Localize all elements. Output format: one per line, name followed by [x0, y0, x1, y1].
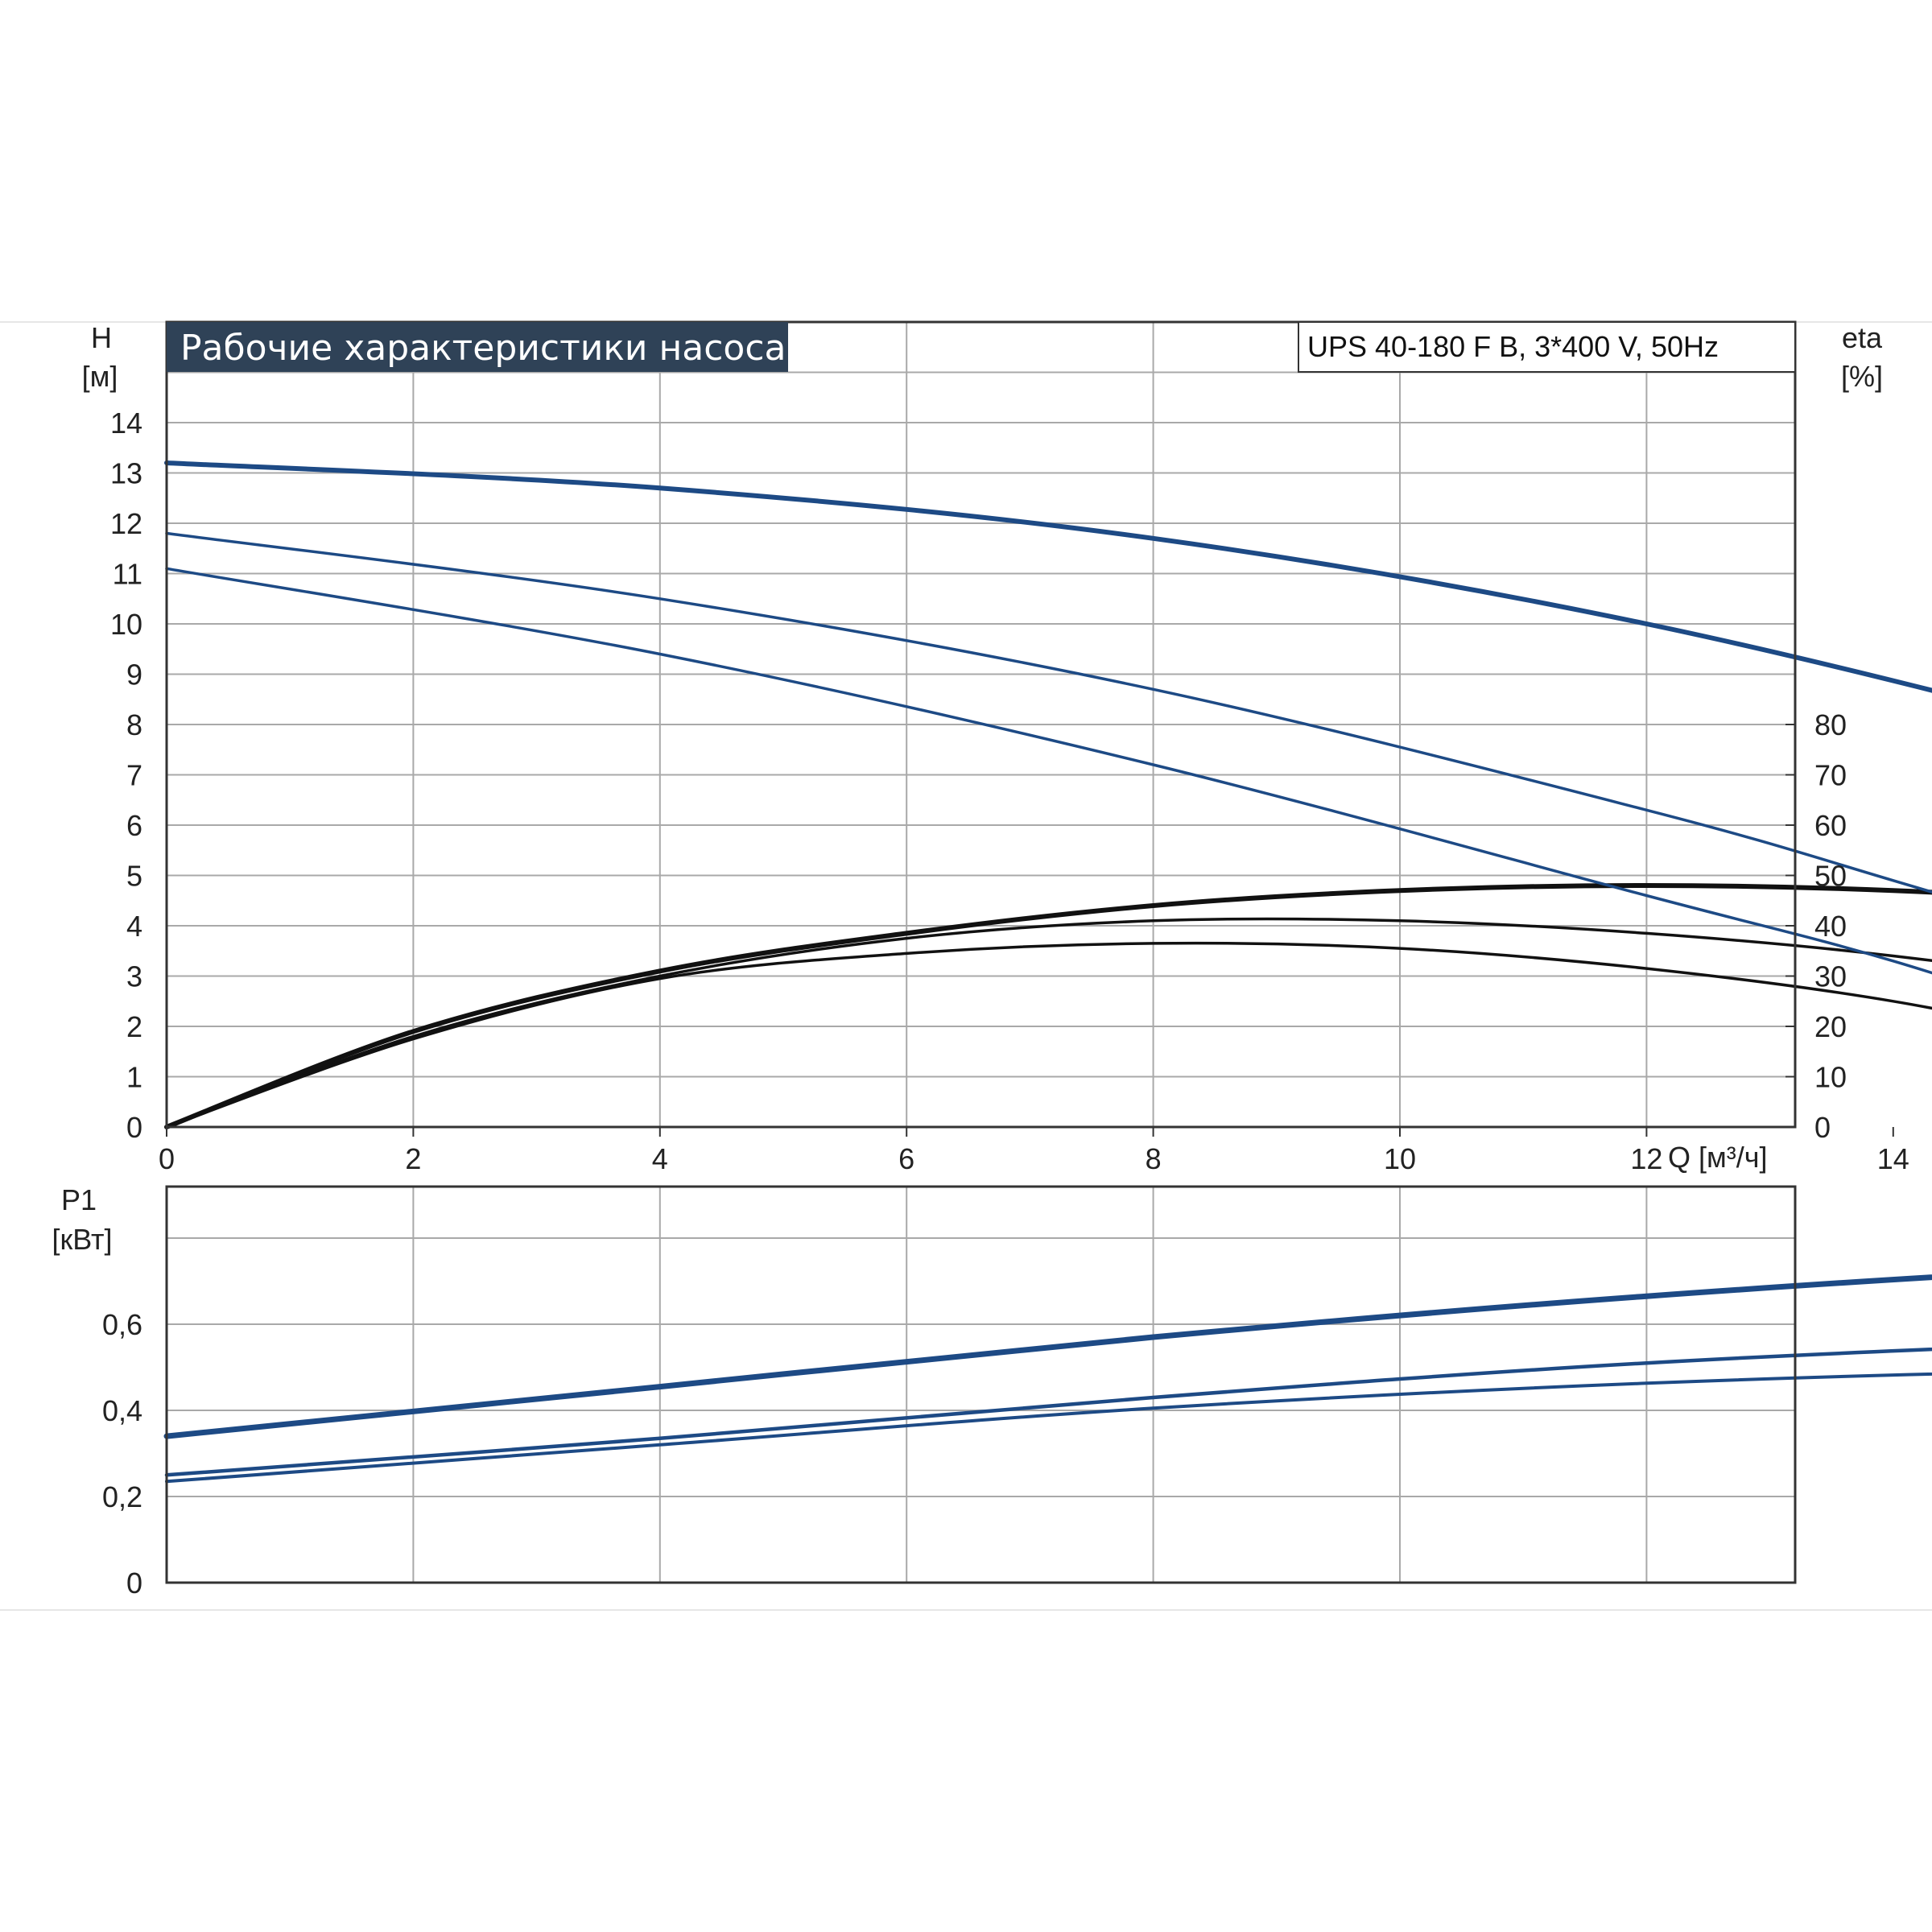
power-tick-label: 0,4: [102, 1394, 142, 1427]
efficiency-curve: [165, 941, 1932, 1129]
x-tick-label: 8: [1146, 1142, 1162, 1175]
efficiency-tick-label: 80: [1814, 708, 1847, 741]
efficiency-tick-label: 10: [1814, 1061, 1847, 1094]
power-tick-label: 0,2: [102, 1480, 142, 1513]
efficiency-axis-label: eta: [1842, 321, 1883, 354]
head-tick-label: 2: [126, 1010, 142, 1043]
power-tick-label: 0: [126, 1567, 142, 1600]
head-axis-unit: [м]: [82, 360, 118, 393]
power-curve: [165, 1372, 1932, 1484]
x-tick-label: 2: [405, 1142, 421, 1175]
flow-axis-label: Q [м³/ч]: [1668, 1141, 1768, 1174]
efficiency-tick-label: 20: [1814, 1010, 1847, 1043]
power-curve: [163, 1274, 1932, 1439]
head-tick-label: 10: [110, 608, 142, 641]
x-tick-label: 6: [898, 1142, 914, 1175]
head-tick-label: 13: [110, 457, 142, 490]
efficiency-tick-label: 0: [1814, 1111, 1831, 1144]
bottom-panel-frame: [165, 1185, 1797, 1584]
top-panel-curves: [164, 460, 1932, 1129]
power-axis-unit: [кВт]: [52, 1223, 112, 1256]
power-tick-label: 0,6: [102, 1308, 142, 1341]
head-tick-label: 8: [126, 708, 142, 741]
head-tick-label: 6: [126, 809, 142, 842]
head-curve: [164, 460, 1932, 693]
head-tick-label: 7: [126, 759, 142, 792]
head-tick-label: 0: [126, 1111, 142, 1144]
power-curve: [164, 1347, 1932, 1477]
bottom-panel-grid: [167, 1187, 1795, 1583]
head-tick-label: 14: [110, 407, 142, 440]
chart-title-background: [167, 322, 788, 372]
efficiency-tick-label: 70: [1814, 759, 1847, 792]
head-tick-label: 5: [126, 860, 142, 893]
bottom-panel-tick-labels: 0 0,2 0,4 0,6: [102, 1308, 142, 1600]
x-tick-label: 12: [1630, 1142, 1662, 1175]
x-tick-label: 4: [652, 1142, 668, 1175]
efficiency-tick-label: 60: [1814, 809, 1847, 842]
efficiency-tick-label: 50: [1814, 860, 1847, 893]
efficiency-tick-label: 30: [1814, 960, 1847, 993]
head-tick-label: 3: [126, 960, 142, 993]
power-axis-label: P1: [61, 1183, 97, 1216]
top-panel-tick-labels: 0246810121416182022012345678910111213140…: [110, 407, 1909, 1175]
head-tick-label: 1: [126, 1061, 142, 1094]
x-tick-label: 10: [1384, 1142, 1416, 1175]
efficiency-curve: [165, 917, 1932, 1129]
efficiency-axis-unit: [%]: [1841, 360, 1883, 393]
efficiency-curve: [164, 883, 1932, 1129]
efficiency-tick-label: 40: [1814, 910, 1847, 943]
head-axis-label: H: [91, 321, 112, 354]
head-curve: [165, 567, 1932, 975]
head-curve: [165, 531, 1932, 894]
x-tick-label: 14: [1877, 1142, 1909, 1175]
model-label-box: [1298, 321, 1796, 373]
head-tick-label: 12: [110, 507, 142, 540]
head-tick-label: 9: [126, 658, 142, 691]
chart-title: Рабочие характеристики насоса: [180, 328, 786, 369]
model-label: UPS 40-180 F B, 3*400 V, 50Hz: [1307, 330, 1719, 363]
bottom-panel-curves: [163, 1274, 1932, 1484]
x-tick-label: 0: [159, 1142, 175, 1175]
head-tick-label: 4: [126, 910, 142, 943]
head-tick-label: 11: [113, 558, 142, 591]
